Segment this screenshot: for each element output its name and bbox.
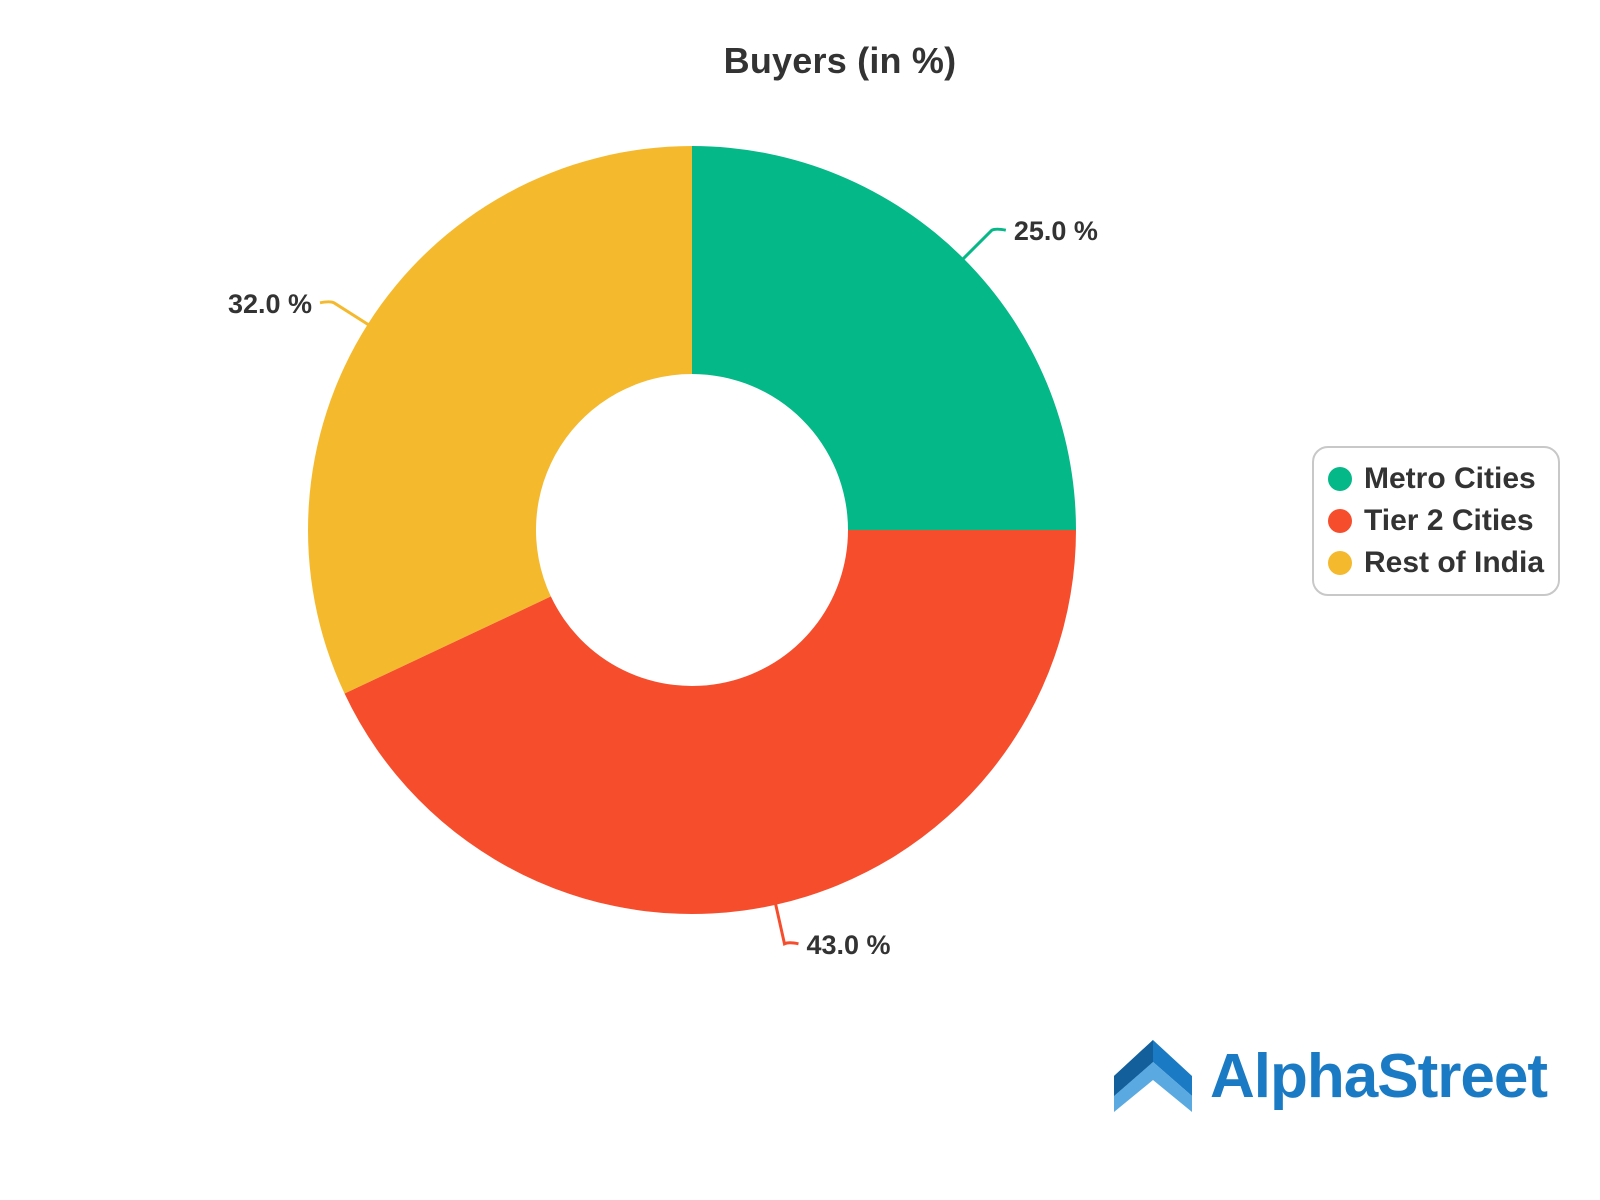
legend-item-metro-cities[interactable]: Metro Cities: [1328, 458, 1544, 500]
chart-legend: Metro Cities Tier 2 Cities Rest of India: [1312, 446, 1561, 596]
label-leader-lines: [319, 227, 1007, 946]
legend-item-tier-2-cities[interactable]: Tier 2 Cities: [1328, 500, 1544, 542]
brand-name: AlphaStreet: [1210, 1041, 1548, 1111]
alphastreet-logo: AlphaStreet: [1112, 1038, 1548, 1114]
legend-swatch-rest-of-india: [1328, 551, 1352, 575]
donut-slice-tier-2-cities[interactable]: [344, 530, 1077, 915]
data-labels: 25.0 % 43.0 % 32.0 %: [228, 216, 1098, 960]
legend-item-rest-of-india[interactable]: Rest of India: [1328, 542, 1544, 584]
data-label-metro-cities: 25.0 %: [1014, 216, 1098, 246]
leader-line-rest-of-india: [319, 300, 374, 329]
data-label-tier-2-cities: 43.0 %: [806, 930, 890, 960]
donut-slices: [307, 146, 1077, 915]
leader-line-tier-2-cities: [772, 898, 799, 946]
legend-label: Rest of India: [1364, 546, 1545, 579]
chart-title: Buyers (in %): [723, 40, 957, 81]
legend-label: Metro Cities: [1364, 462, 1536, 495]
legend-label: Tier 2 Cities: [1364, 504, 1534, 537]
leader-line-metro-cities: [958, 227, 1007, 264]
donut-slice-metro-cities[interactable]: [692, 146, 1076, 530]
alphastreet-logo-icon: [1114, 1040, 1192, 1112]
legend-swatch-metro-cities: [1328, 467, 1352, 491]
legend-swatch-tier-2-cities: [1328, 509, 1352, 533]
donut-slice-rest-of-india[interactable]: [307, 146, 692, 694]
data-label-rest-of-india: 32.0 %: [228, 289, 312, 319]
